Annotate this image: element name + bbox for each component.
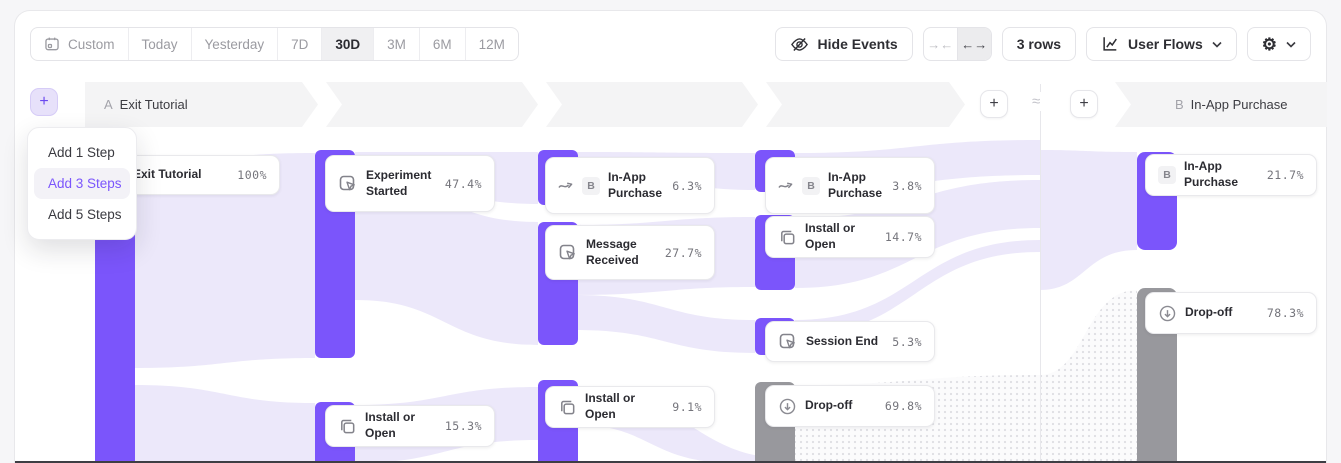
panel-divider bbox=[1040, 84, 1041, 463]
date-range-7d[interactable]: 7D bbox=[277, 28, 321, 60]
panel-b-badge: B bbox=[1175, 97, 1184, 112]
event-icon bbox=[778, 332, 798, 352]
step-header-b[interactable]: B In-App Purchase bbox=[1115, 82, 1327, 127]
add-steps-menu: Add 1 Step Add 3 Steps Add 5 Steps bbox=[27, 127, 137, 240]
event-icon bbox=[558, 243, 578, 263]
add-step-button[interactable]: + bbox=[30, 88, 58, 116]
date-range-custom[interactable]: Custom bbox=[31, 28, 128, 60]
node-drop-off-69[interactable]: Drop-off 69.8% bbox=[765, 385, 935, 427]
wave-arrow-icon bbox=[558, 179, 574, 192]
bottom-edge-divider bbox=[15, 461, 1326, 463]
date-range-today[interactable]: Today bbox=[127, 28, 191, 60]
node-install-or-open-9[interactable]: Install or Open 9.1% bbox=[545, 386, 715, 428]
date-range-yesterday[interactable]: Yesterday bbox=[190, 28, 278, 60]
view-type-dropdown[interactable]: User Flows bbox=[1086, 27, 1237, 61]
chart-controls-toolbar: Hide Events →← ←→ 3 rows User Flows ⚙ bbox=[774, 27, 1311, 61]
node-in-app-purchase-6[interactable]: B In-App Purchase 6.3% bbox=[545, 157, 715, 214]
step-header-a-2[interactable] bbox=[326, 82, 538, 127]
copy-icon bbox=[338, 417, 357, 436]
node-message-received[interactable]: Message Received 27.7% bbox=[545, 225, 715, 280]
menu-item-add-1-step[interactable]: Add 1 Step bbox=[48, 145, 115, 160]
step-header-a-3[interactable] bbox=[546, 82, 758, 127]
event-b-badge: B bbox=[1158, 166, 1176, 184]
menu-item-add-5-steps[interactable]: Add 5 Steps bbox=[48, 207, 122, 222]
node-exit-tutorial[interactable]: Exit Tutorial 100% bbox=[120, 155, 280, 195]
hide-events-button[interactable]: Hide Events bbox=[774, 27, 913, 61]
eye-off-icon bbox=[790, 37, 808, 51]
event-b-badge: B bbox=[802, 176, 820, 195]
node-session-end[interactable]: Session End 5.3% bbox=[765, 321, 935, 362]
copy-icon bbox=[778, 228, 797, 247]
expand-columns-button[interactable]: ←→ bbox=[956, 28, 991, 60]
date-range-30d[interactable]: 30D bbox=[321, 28, 374, 60]
step-header-a-4[interactable] bbox=[766, 82, 965, 127]
panel-b-title: B In-App Purchase bbox=[1175, 97, 1288, 112]
node-in-app-purchase-3[interactable]: B In-App Purchase 3.8% bbox=[765, 157, 935, 214]
date-range-12m[interactable]: 12M bbox=[464, 28, 518, 60]
date-range-segmented-control: Custom Today Yesterday 7D 30D 3M 6M 12M bbox=[30, 27, 519, 61]
panel-a-badge: A bbox=[104, 97, 113, 112]
event-icon bbox=[338, 174, 358, 194]
gear-icon: ⚙ bbox=[1261, 34, 1277, 54]
chevron-down-icon bbox=[1212, 41, 1222, 48]
settings-dropdown-button[interactable]: ⚙ bbox=[1246, 27, 1311, 61]
date-range-label: Custom bbox=[68, 36, 115, 52]
event-b-badge: B bbox=[582, 176, 600, 195]
flow-chart-icon bbox=[1103, 37, 1117, 51]
node-install-or-open-14[interactable]: Install or Open 14.7% bbox=[765, 216, 935, 258]
drop-off-icon bbox=[1158, 304, 1177, 323]
step-header-a-1[interactable]: A Exit Tutorial bbox=[85, 82, 318, 127]
date-range-3m[interactable]: 3M bbox=[373, 28, 419, 60]
drop-off-icon bbox=[778, 397, 797, 416]
node-drop-off-78[interactable]: Drop-off 78.3% bbox=[1145, 292, 1317, 334]
panel-a-title: A Exit Tutorial bbox=[104, 97, 188, 112]
rows-button[interactable]: 3 rows bbox=[1001, 27, 1077, 61]
date-range-toolbar: Custom Today Yesterday 7D 30D 3M 6M 12M bbox=[30, 27, 519, 61]
wave-arrow-icon bbox=[778, 179, 794, 192]
approx-symbol: ≈ bbox=[1029, 92, 1044, 111]
append-step-a-button[interactable]: + bbox=[980, 90, 1008, 118]
node-experiment-started[interactable]: Experiment Started 47.4% bbox=[325, 155, 495, 212]
date-range-6m[interactable]: 6M bbox=[418, 28, 465, 60]
spacing-toggle: →← ←→ bbox=[922, 27, 992, 61]
calendar-icon bbox=[45, 37, 59, 51]
chevron-down-icon bbox=[1286, 41, 1296, 48]
node-install-or-open-15[interactable]: Install or Open 15.3% bbox=[325, 405, 495, 447]
collapse-columns-button[interactable]: →← bbox=[927, 36, 954, 52]
prepend-step-b-button[interactable]: + bbox=[1070, 90, 1098, 118]
menu-item-add-3-steps[interactable]: Add 3 Steps bbox=[34, 168, 130, 199]
node-in-app-purchase-21[interactable]: B In-App Purchase 21.7% bbox=[1145, 154, 1317, 196]
copy-icon bbox=[558, 398, 577, 417]
